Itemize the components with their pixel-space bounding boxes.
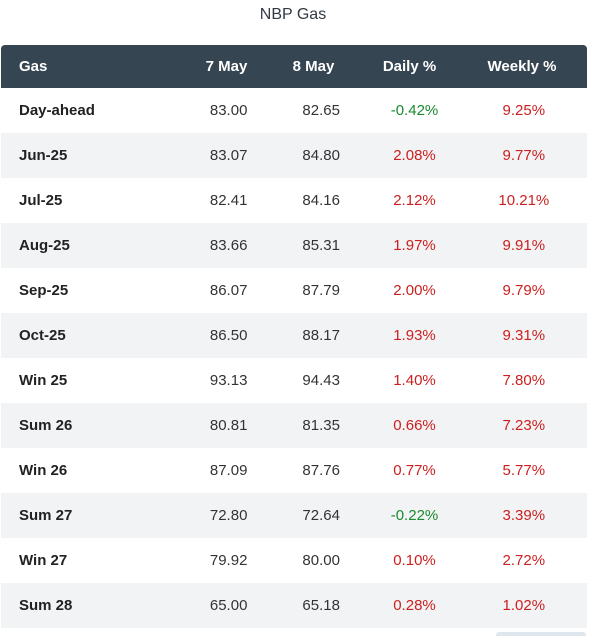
contract-name: Sum 28 (19, 597, 73, 614)
weekly-change: 9.91% (502, 237, 546, 254)
prev-price: 83.00 (209, 102, 248, 119)
weekly-change: 7.23% (502, 417, 546, 434)
daily-change: 1.40% (393, 372, 436, 389)
weekly-change: 9.77% (502, 147, 546, 164)
contract-name: Jul-25 (19, 192, 63, 209)
daily-change: 2.12% (393, 192, 436, 209)
weekly-change: 10.21% (498, 192, 550, 209)
weekly-change: 9.31% (502, 327, 546, 344)
weekly-change: 5.77% (502, 462, 546, 479)
curr-price: 84.16 (302, 192, 340, 209)
table-row: Day-ahead 83.00 82.65 -0.42% 9.25% (1, 88, 587, 133)
curr-price: 82.65 (302, 102, 340, 119)
column-header-weekly: Weekly % (487, 58, 557, 75)
curr-price: 72.64 (302, 507, 340, 524)
prev-price: 82.41 (209, 192, 248, 209)
contract-name: Oct-25 (19, 327, 66, 344)
table-row: Sum 26 80.81 81.35 0.66% 7.23% (1, 403, 587, 448)
curr-price: 88.17 (302, 327, 340, 344)
daily-change: 0.66% (393, 417, 436, 434)
prev-price: 93.13 (209, 372, 248, 389)
daily-change: 0.10% (393, 552, 436, 569)
daily-change: 0.28% (393, 597, 436, 614)
curr-price: 94.43 (302, 372, 340, 389)
prev-price: 80.81 (209, 417, 248, 434)
contract-name: Sep-25 (19, 282, 69, 299)
contract-name: Aug-25 (19, 237, 70, 254)
curr-price: 87.79 (302, 282, 340, 299)
daily-change: 1.97% (393, 237, 436, 254)
table-row: Jul-25 82.41 84.16 2.12% 10.21% (1, 178, 587, 223)
contract-name: Jun-25 (19, 147, 68, 164)
column-header-daily: Daily % (382, 58, 437, 75)
prev-price: 83.66 (209, 237, 248, 254)
table-row: Win 25 93.13 94.43 1.40% 7.80% (1, 358, 587, 403)
weekly-change: 9.25% (502, 102, 546, 119)
curr-price: 81.35 (302, 417, 340, 434)
column-header-gas: Gas (19, 58, 48, 75)
table-row: Win 26 87.09 87.76 0.77% 5.77% (1, 448, 587, 493)
table-row: Win 27 79.92 80.00 0.10% 2.72% (1, 538, 587, 583)
weekly-change: 9.79% (502, 282, 546, 299)
prev-price: 79.92 (209, 552, 248, 569)
contract-name: Sum 26 (19, 417, 73, 434)
curr-price: 65.18 (302, 597, 340, 614)
weekly-change: 3.39% (502, 507, 546, 524)
contract-name: Win 26 (19, 462, 68, 479)
prev-price: 83.07 (209, 147, 248, 164)
weekly-change: 2.72% (502, 552, 546, 569)
curr-price: 80.00 (302, 552, 340, 569)
contract-name: Win 27 (19, 552, 68, 569)
prev-price: 86.50 (209, 327, 248, 344)
daily-change: 2.08% (393, 147, 436, 164)
prev-price: 65.00 (209, 597, 248, 614)
table-row: Sum 27 72.80 72.64 -0.22% 3.39% (1, 493, 587, 538)
contract-name: Day-ahead (19, 102, 95, 119)
table-row: Jun-25 83.07 84.80 2.08% 9.77% (1, 133, 587, 178)
weekly-change: 7.80% (502, 372, 546, 389)
table-header: Gas 7 May 8 May Daily % Weekly % (1, 45, 587, 88)
contract-name: Sum 27 (19, 507, 73, 524)
table-row: Aug-25 83.66 85.31 1.97% 9.91% (1, 223, 587, 268)
table-row: Oct-25 86.50 88.17 1.93% 9.31% (1, 313, 587, 358)
nbp-gas-table: Gas 7 May 8 May Daily % Weekly % Day-ahe… (1, 45, 587, 628)
curr-price: 84.80 (302, 147, 340, 164)
column-header-curr: 8 May (292, 58, 335, 75)
table-row: Sep-25 86.07 87.79 2.00% 9.79% (1, 268, 587, 313)
column-header-prev: 7 May (205, 58, 248, 75)
prev-price: 87.09 (209, 462, 248, 479)
prev-price: 86.07 (209, 282, 248, 299)
curr-price: 87.76 (302, 462, 340, 479)
daily-change: -0.42% (390, 102, 439, 119)
contract-name: Win 25 (19, 372, 68, 389)
daily-change: 0.77% (393, 462, 436, 479)
table-row: Sum 28 65.00 65.18 0.28% 1.02% (1, 583, 587, 628)
daily-change: -0.22% (390, 507, 439, 524)
scroll-indicator (496, 632, 586, 636)
daily-change: 1.93% (393, 327, 436, 344)
prev-price: 72.80 (209, 507, 248, 524)
weekly-change: 1.02% (502, 597, 546, 614)
table-title: NBP Gas (259, 6, 327, 23)
daily-change: 2.00% (393, 282, 436, 299)
curr-price: 85.31 (302, 237, 340, 254)
